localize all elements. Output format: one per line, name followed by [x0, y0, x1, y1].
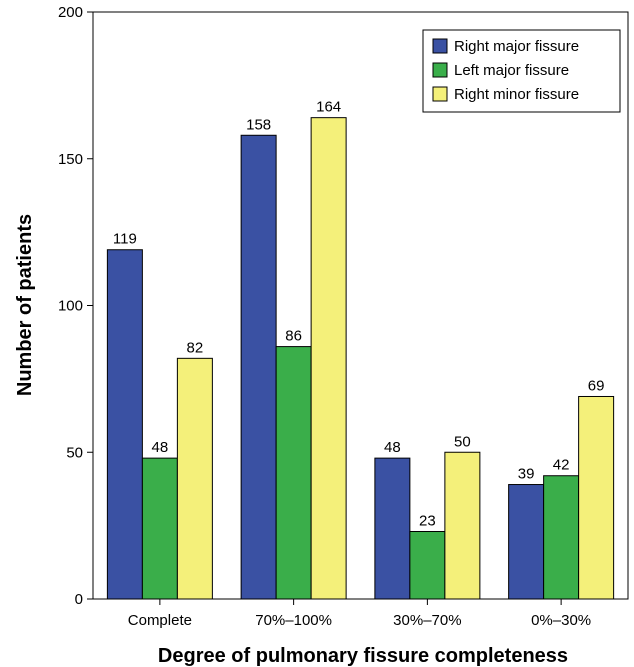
legend: Right major fissure Left major fissure Rig… — [422, 29, 621, 113]
x-tick-label-70-100: 70%–100% — [255, 612, 332, 629]
bar-right-minor-fissure-30-70 — [444, 451, 481, 600]
legend-label-right-minor-fissure: Right minor fissure — [454, 86, 579, 103]
bar-right-minor-fissure-70-100 — [310, 117, 347, 600]
data-label: 119 — [113, 231, 137, 248]
bar-right-major-fissure-70-100 — [240, 134, 277, 600]
data-label: 86 — [285, 328, 302, 345]
x-tick-label-0-30: 0%–30% — [531, 612, 591, 629]
bar-right-major-fissure-complete — [106, 249, 143, 600]
legend-label-left-major-fissure: Left major fissure — [454, 62, 569, 79]
y-tick-label: 150 — [58, 151, 83, 168]
data-label: 48 — [384, 439, 401, 456]
data-label: 50 — [454, 433, 471, 450]
bar-right-minor-fissure-0-30 — [578, 395, 615, 600]
x-axis-title: Degree of pulmonary fissure completeness — [158, 645, 568, 667]
legend-box — [422, 29, 621, 113]
y-tick-label: 50 — [66, 444, 83, 461]
bar-left-major-fissure-complete — [141, 457, 178, 600]
data-label: 69 — [588, 377, 605, 394]
legend-swatch-right-minor-fissure — [432, 86, 448, 102]
legend-swatch-right-major-fissure — [432, 38, 448, 54]
data-label: 23 — [419, 512, 436, 529]
x-axis: Complete 70%–100% 30%–70% 0%–30% — [128, 599, 591, 629]
bar-left-major-fissure-70-100 — [275, 346, 312, 600]
bar-right-major-fissure-30-70 — [374, 457, 411, 600]
legend-label-right-major-fissure: Right major fissure — [454, 38, 579, 55]
y-tick-label: 100 — [58, 298, 83, 315]
data-label: 158 — [246, 116, 271, 133]
bar-right-major-fissure-0-30 — [508, 484, 545, 600]
bars — [106, 117, 615, 600]
bar-left-major-fissure-30-70 — [409, 530, 446, 600]
legend-swatch-left-major-fissure — [432, 62, 448, 78]
y-axis: 0 50 100 150 200 — [58, 4, 93, 608]
y-axis-title: Number of patients — [14, 214, 36, 396]
data-label: 39 — [518, 466, 535, 483]
bar-right-minor-fissure-complete — [176, 357, 213, 600]
data-label: 82 — [187, 339, 204, 356]
y-tick-label: 200 — [58, 4, 83, 21]
x-tick-label-complete: Complete — [128, 612, 192, 629]
y-tick-label: 0 — [75, 591, 83, 608]
x-tick-label-30-70: 30%–70% — [393, 612, 461, 629]
bar-left-major-fissure-0-30 — [543, 475, 580, 600]
data-labels: 119 48 82 158 86 164 48 23 50 39 42 69 — [113, 99, 605, 530]
data-label: 164 — [316, 99, 341, 116]
data-label: 42 — [553, 457, 570, 474]
data-label: 48 — [152, 439, 169, 456]
